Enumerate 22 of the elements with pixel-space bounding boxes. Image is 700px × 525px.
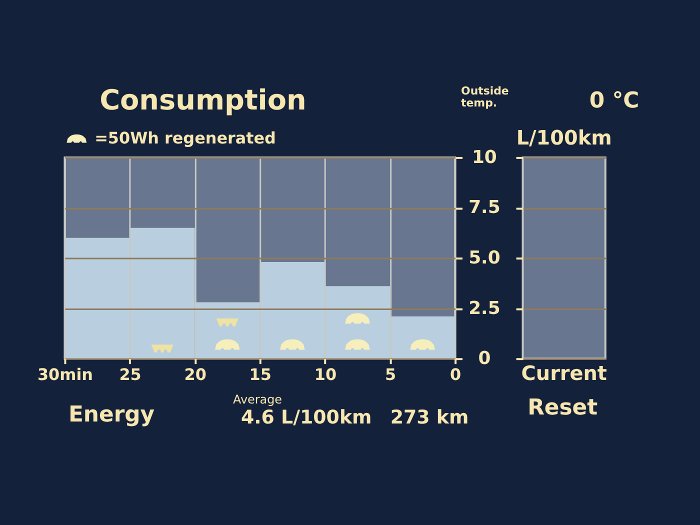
y-tick-label: 5.0 (468, 248, 500, 268)
x-tick-label: 15 (249, 365, 272, 384)
x-tick-label: 25 (119, 365, 142, 384)
text: Reset (528, 395, 598, 420)
y-tick-label: 2.5 (468, 298, 500, 319)
text: 4.6 L/100km (240, 406, 372, 428)
text: Average (233, 392, 282, 406)
y-tick-label: 0 (478, 348, 491, 370)
x-tick-label: 10 (314, 365, 337, 384)
text: Energy (68, 402, 155, 428)
y-tick-label: 10 (472, 146, 497, 168)
chart-title: Consumption (100, 84, 306, 117)
y-tick-label: 7.5 (468, 197, 500, 218)
x-tick-label: 30min (37, 365, 93, 384)
text: 273 km (390, 406, 469, 428)
legend-label: =50Wh regenerated (94, 128, 276, 148)
text: 0 °C (589, 88, 640, 114)
text: Outside temp. (461, 84, 509, 110)
y-axis-title: L/100km (516, 126, 612, 150)
x-tick-label: 0 (450, 365, 462, 384)
x-tick-label: 20 (184, 365, 206, 384)
x-tick-label: 5 (384, 365, 396, 384)
